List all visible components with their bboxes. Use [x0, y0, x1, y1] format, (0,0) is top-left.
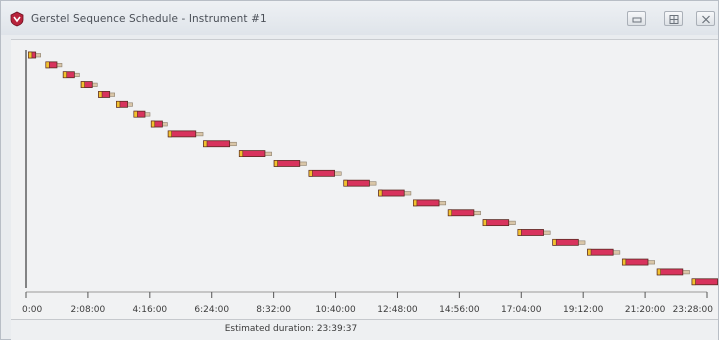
task-bar-start-marker	[482, 219, 487, 226]
task-bar-body	[167, 130, 197, 138]
schedule-task-bar[interactable]	[62, 71, 80, 79]
task-bar-body	[238, 150, 266, 157]
task-bar-start-marker	[238, 150, 244, 157]
minimize-icon	[632, 17, 642, 23]
task-bar-start-marker	[116, 100, 121, 108]
schedule-task-bar[interactable]	[413, 199, 447, 207]
estimated-duration-label: Estimated duration: 23:39:37	[224, 324, 358, 334]
maximize-button[interactable]	[664, 11, 683, 26]
schedule-task-bar[interactable]	[482, 219, 516, 227]
schedule-task-bar[interactable]	[656, 268, 690, 276]
schedule-chart-area[interactable]: 0:00 2:08:00 4:16:00 6:24:00 8:32:00 10:40:00…	[11, 39, 718, 320]
axis-tick-label: 6:24:00	[194, 305, 229, 315]
axis-tick-label: 19:12:00	[563, 305, 604, 315]
task-bar-body	[343, 179, 370, 187]
schedule-task-bar[interactable]	[203, 140, 237, 148]
axis-tick-label: 17:04:00	[501, 305, 542, 315]
task-bar-body	[447, 209, 475, 217]
task-bar-start-marker	[167, 130, 172, 138]
maximize-icon	[669, 15, 679, 24]
schedule-chart: 0:00 2:08:00 4:16:00 6:24:00 8:32:00 10:40:00…	[22, 50, 718, 315]
task-bar-start-marker	[656, 268, 661, 276]
schedule-task-bar[interactable]	[45, 61, 63, 69]
task-bar-start-marker	[343, 179, 348, 187]
close-button[interactable]	[696, 11, 715, 26]
task-bar-start-marker	[80, 81, 85, 88]
minimize-button[interactable]	[627, 11, 646, 26]
schedule-task-bar[interactable]	[150, 120, 168, 128]
axis-tick-label: 23:28:00	[673, 305, 714, 315]
schedule-task-bar[interactable]	[621, 258, 655, 266]
schedule-task-bar[interactable]	[587, 248, 621, 256]
task-bar-start-marker	[378, 189, 383, 197]
schedule-task-bar[interactable]	[238, 150, 272, 157]
task-bar-body	[656, 268, 684, 276]
schedule-task-bar[interactable]	[28, 51, 41, 59]
task-bar-start-marker	[28, 51, 33, 59]
schedule-task-bar[interactable]	[116, 100, 133, 108]
task-bar-body	[691, 278, 718, 286]
axis-tick-label: 2:08:00	[71, 305, 106, 315]
task-bar-start-marker	[62, 71, 68, 79]
axis-tick-label: 4:16:00	[132, 305, 167, 315]
task-bar-body	[273, 160, 301, 167]
schedule-task-bar[interactable]	[691, 278, 718, 286]
axis-tick-label: 10:40:00	[315, 305, 356, 315]
task-bar-start-marker	[587, 248, 592, 256]
task-bar-body	[378, 189, 405, 197]
schedule-task-bar[interactable]	[167, 130, 204, 138]
task-bar-start-marker	[517, 229, 522, 236]
schedule-task-bar[interactable]	[517, 229, 551, 236]
task-bar-start-marker	[45, 61, 50, 69]
window-title: Gerstel Sequence Schedule - Instrument #…	[31, 13, 267, 25]
task-bar-start-marker	[622, 258, 627, 266]
task-bar-start-marker	[691, 278, 696, 286]
task-bar-body	[482, 219, 510, 227]
task-bar-body	[621, 258, 649, 266]
axis-tick-label: 8:32:00	[256, 305, 291, 315]
axis-tick-label: 0:00	[22, 305, 42, 315]
task-bar-body	[413, 199, 440, 207]
close-icon	[702, 15, 710, 24]
schedule-task-bar[interactable]	[80, 81, 98, 88]
task-bar-start-marker	[133, 110, 138, 118]
task-bar-start-marker	[98, 91, 103, 98]
schedule-task-bar[interactable]	[273, 160, 307, 167]
axis-tick-label: 12:48:00	[377, 305, 418, 315]
task-bar-body	[517, 229, 544, 236]
task-bar-start-marker	[447, 209, 453, 217]
task-bar-body	[552, 238, 579, 246]
task-bar-body	[308, 169, 335, 177]
schedule-task-bar[interactable]	[98, 91, 115, 98]
schedule-task-bar[interactable]	[343, 179, 377, 187]
task-bar-start-marker	[150, 120, 156, 128]
task-bar-body	[587, 248, 614, 256]
status-bar: Estimated duration: 23:39:37	[11, 319, 718, 340]
schedule-task-bar[interactable]	[133, 110, 151, 118]
schedule-task-bar[interactable]	[447, 209, 481, 217]
title-bar[interactable]: Gerstel Sequence Schedule - Instrument #…	[1, 1, 718, 35]
gerstel-logo-icon	[9, 11, 25, 27]
schedule-task-bar[interactable]	[308, 169, 342, 177]
task-bar-start-marker	[413, 199, 418, 207]
task-bar-start-marker	[273, 160, 278, 167]
task-bar-start-marker	[203, 140, 208, 148]
axis-tick-label: 21:20:00	[625, 305, 666, 315]
task-bar-start-marker	[552, 239, 557, 246]
schedule-task-bar[interactable]	[552, 238, 586, 246]
task-bar-body	[203, 140, 231, 148]
schedule-task-bar[interactable]	[378, 189, 412, 197]
axis-tick-label: 14:56:00	[439, 305, 480, 315]
task-bar-start-marker	[308, 170, 313, 177]
